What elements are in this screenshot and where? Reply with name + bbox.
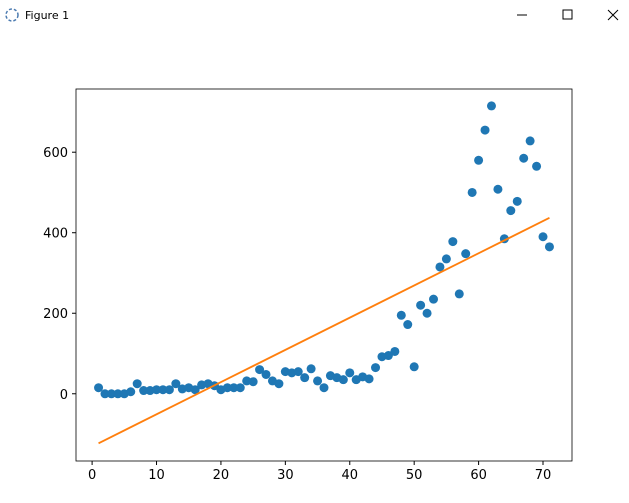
- point: [403, 320, 413, 330]
- point: [261, 369, 271, 379]
- point: [371, 363, 381, 373]
- point: [100, 389, 110, 399]
- point: [152, 385, 162, 395]
- y-tick-label: 400: [43, 227, 68, 242]
- point: [448, 237, 458, 247]
- x-tick-label: 0: [88, 468, 96, 483]
- point: [390, 346, 400, 356]
- point: [126, 387, 136, 397]
- y-tick-label: 200: [43, 307, 68, 322]
- point: [519, 153, 529, 163]
- point: [222, 383, 232, 393]
- x-tick-label: 50: [406, 468, 423, 483]
- x-tick-label: 30: [277, 468, 294, 483]
- point: [506, 206, 516, 216]
- point: [113, 389, 123, 399]
- title-bar: Figure 1: [5, 8, 619, 22]
- point: [306, 364, 316, 374]
- point: [538, 232, 548, 242]
- point: [190, 385, 200, 395]
- point: [461, 249, 471, 259]
- x-tick-label: 10: [148, 468, 165, 483]
- point: [319, 383, 329, 393]
- point: [94, 383, 104, 393]
- point: [293, 367, 303, 377]
- point: [383, 351, 393, 361]
- point: [409, 362, 419, 372]
- point: [532, 161, 542, 171]
- point: [345, 368, 355, 378]
- point: [229, 383, 239, 393]
- point: [313, 376, 323, 386]
- point: [255, 365, 265, 375]
- point: [338, 375, 348, 385]
- point: [416, 300, 426, 310]
- plot-frame: [75, 88, 573, 462]
- point: [544, 242, 554, 252]
- y-tick-label: 600: [43, 146, 68, 161]
- point: [300, 373, 310, 383]
- point: [274, 379, 284, 389]
- x-tick-label: 40: [341, 468, 358, 483]
- x-tick-label: 60: [470, 468, 487, 483]
- point: [132, 379, 142, 389]
- point: [235, 383, 245, 393]
- point: [525, 136, 535, 146]
- close-button[interactable]: [607, 9, 619, 21]
- point: [396, 310, 406, 320]
- point: [248, 377, 258, 387]
- point: [435, 262, 445, 272]
- point: [486, 101, 496, 111]
- point: [429, 294, 439, 304]
- y-tick-label: 0: [60, 388, 68, 403]
- point: [474, 155, 484, 165]
- point: [422, 308, 432, 318]
- point: [493, 184, 503, 194]
- point: [467, 187, 477, 197]
- point: [139, 386, 149, 396]
- window-title: Figure 1: [25, 9, 69, 22]
- point: [454, 289, 464, 299]
- point: [158, 385, 168, 395]
- point: [512, 196, 522, 206]
- point: [480, 125, 490, 135]
- point: [106, 389, 116, 399]
- x-tick-label: 70: [535, 468, 552, 483]
- point: [364, 374, 374, 384]
- point: [171, 379, 181, 389]
- x-tick-label: 20: [213, 468, 230, 483]
- trend-line: [98, 217, 550, 445]
- maximize-button[interactable]: [562, 9, 573, 20]
- app-icon: [5, 8, 19, 22]
- point: [441, 254, 451, 264]
- point: [164, 385, 174, 395]
